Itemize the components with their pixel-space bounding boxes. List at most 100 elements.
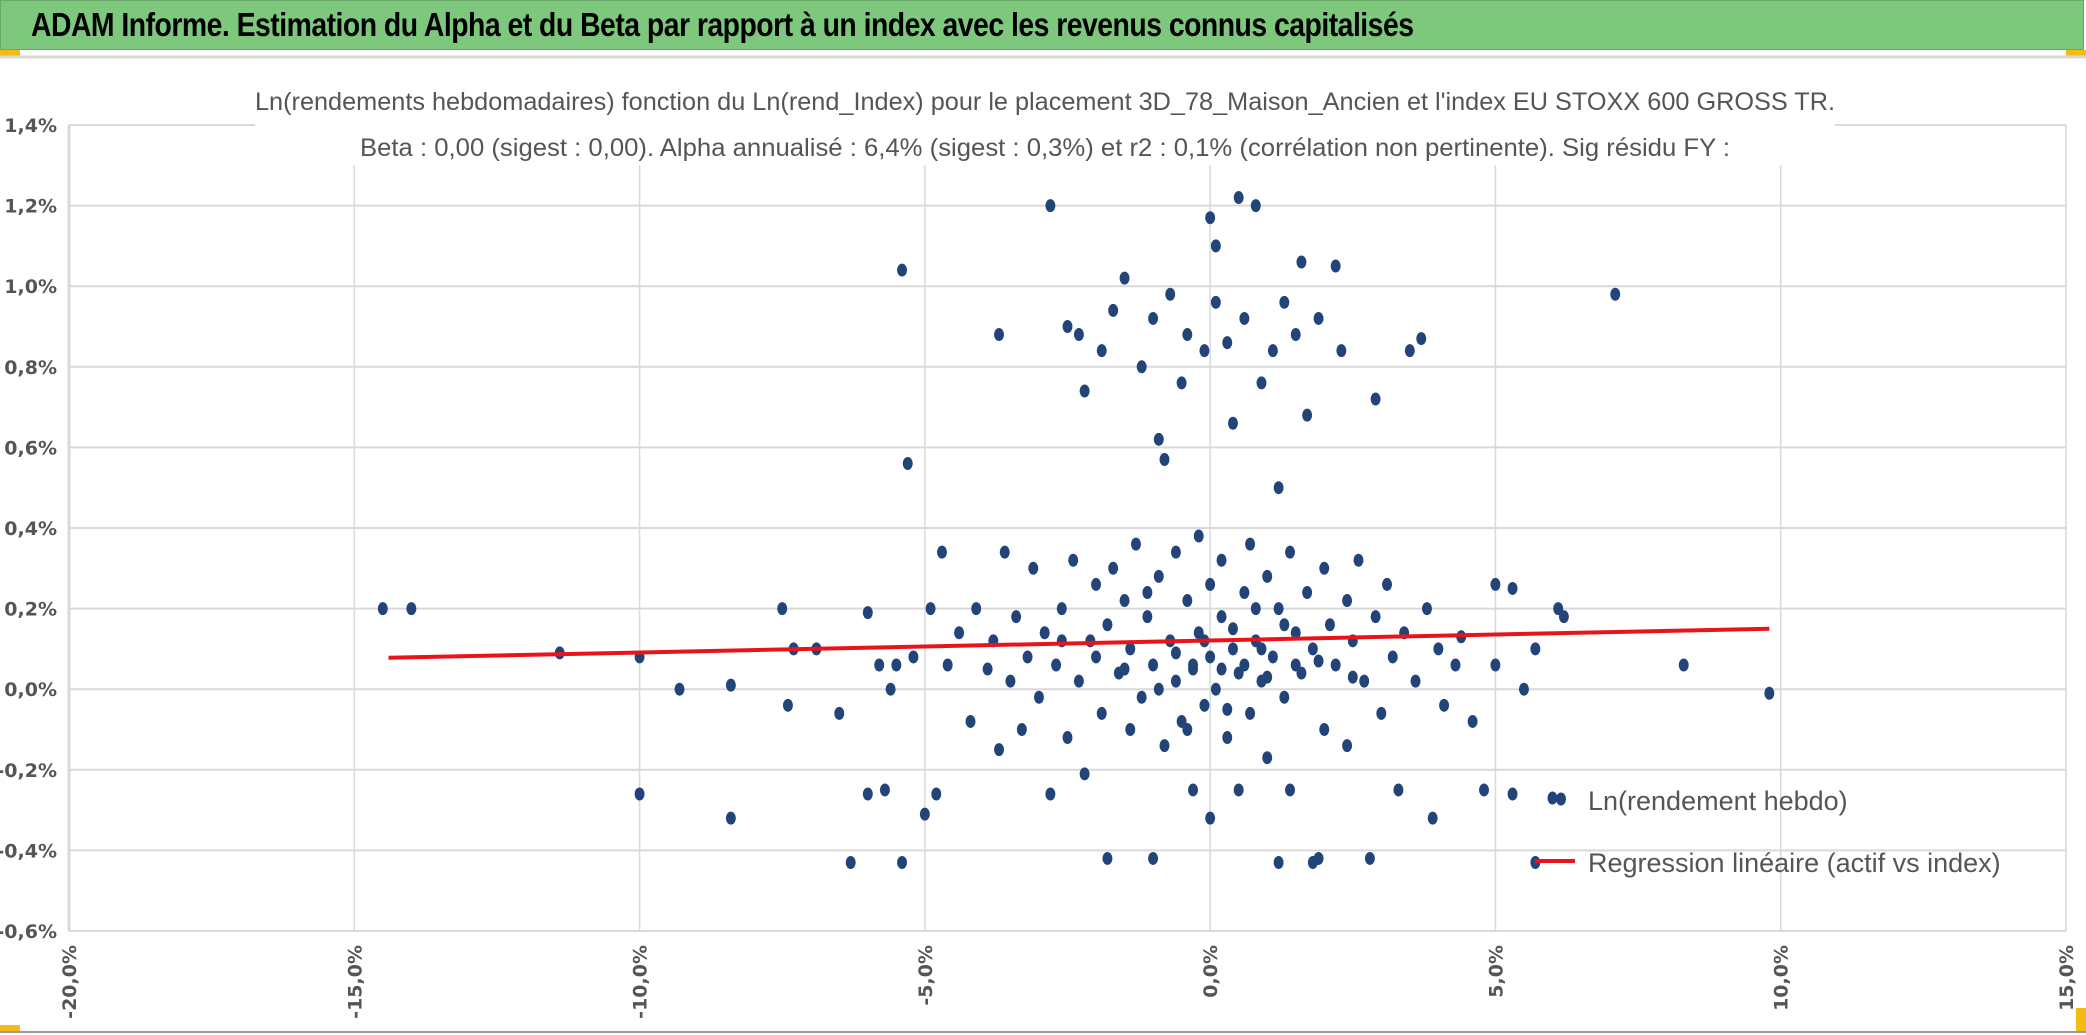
data-point [1319, 561, 1330, 575]
data-point [1416, 332, 1427, 346]
data-point [1045, 199, 1056, 213]
data-point [1330, 259, 1341, 273]
data-point [1148, 851, 1159, 865]
legend-marker-scatter [1556, 792, 1566, 806]
data-point [1188, 662, 1199, 676]
data-point [994, 328, 1005, 342]
data-point [1091, 577, 1102, 591]
data-point [1324, 618, 1335, 632]
chart-title: Ln(rendements hebdomadaires) fonction du… [255, 88, 1835, 116]
data-point [1410, 674, 1421, 688]
y-tick-label: 0,0% [4, 679, 57, 701]
data-point [1342, 594, 1353, 608]
data-point [1216, 662, 1227, 676]
legend-label-scatter: Ln(rendement hebdo) [1588, 786, 1848, 816]
data-point [1256, 376, 1267, 390]
data-point [1210, 295, 1221, 309]
data-point [1210, 239, 1221, 253]
data-point [1330, 658, 1341, 672]
data-point [1336, 344, 1347, 358]
data-point [1216, 610, 1227, 624]
data-point [1188, 783, 1199, 797]
data-point [1125, 642, 1136, 656]
data-point [1119, 594, 1130, 608]
data-point [1279, 690, 1290, 704]
data-point [1450, 658, 1461, 672]
data-point [1610, 287, 1621, 301]
corner-marker [2076, 1008, 2086, 1033]
data-point [1518, 682, 1529, 696]
data-point [1085, 634, 1096, 648]
data-point [1273, 855, 1284, 869]
data-point [377, 602, 388, 616]
data-point [1073, 328, 1084, 342]
x-tick-label: -20,0% [59, 945, 81, 1019]
data-point [931, 787, 942, 801]
data-point [1170, 646, 1181, 660]
data-point [1159, 739, 1170, 753]
x-tick-label: -15,0% [344, 945, 366, 1019]
data-point [1142, 610, 1153, 624]
data-point [1205, 577, 1216, 591]
data-point [1342, 739, 1353, 753]
data-point [1079, 767, 1090, 781]
data-point [1359, 674, 1370, 688]
data-point [936, 545, 947, 559]
data-point [1062, 731, 1073, 745]
data-point [1222, 336, 1233, 350]
data-point [1102, 851, 1113, 865]
data-point [1319, 723, 1330, 736]
data-point [999, 545, 1010, 559]
data-point [1678, 658, 1689, 672]
y-tick-label: 0,4% [4, 518, 57, 540]
y-tick-label: -0,2% [0, 760, 57, 782]
data-point [1182, 328, 1193, 342]
data-point [885, 682, 896, 696]
data-point [1199, 698, 1210, 712]
data-point [1364, 851, 1375, 865]
data-point [1250, 602, 1261, 616]
report-title: ADAM Informe. Estimation du Alpha et du … [31, 6, 1414, 43]
data-point [1068, 553, 1079, 567]
y-tick-label: -0,4% [0, 840, 57, 862]
data-point [1130, 537, 1141, 551]
data-point [1108, 303, 1119, 317]
data-point [1205, 811, 1216, 825]
data-point [1267, 344, 1278, 358]
data-point [1547, 791, 1558, 805]
data-point [971, 602, 982, 616]
data-point [1153, 682, 1164, 696]
data-point [1353, 553, 1364, 567]
x-tick-label: -5,0% [915, 945, 937, 1006]
data-point [1313, 654, 1324, 668]
data-point [1153, 432, 1164, 446]
data-point [1427, 811, 1438, 825]
data-point [1176, 376, 1187, 390]
data-point [1370, 392, 1381, 406]
data-point [1199, 344, 1210, 358]
data-point [1051, 658, 1062, 672]
data-point [1296, 255, 1307, 269]
x-tick-label: 15,0% [2056, 945, 2078, 1011]
data-point [1239, 311, 1250, 325]
data-point [1159, 452, 1170, 466]
data-point [845, 855, 856, 869]
data-point [1233, 783, 1244, 797]
data-point [1387, 650, 1398, 664]
x-tick-label: -10,0% [630, 945, 652, 1019]
y-tick-label: 0,8% [4, 357, 57, 379]
data-point [1393, 783, 1404, 797]
data-point [1056, 602, 1067, 616]
data-point [1028, 561, 1039, 575]
data-point [1148, 311, 1159, 325]
data-point [1233, 191, 1244, 205]
data-point [1148, 658, 1159, 672]
data-point [1467, 714, 1478, 728]
data-point [1022, 650, 1033, 664]
data-point [1142, 585, 1153, 599]
data-point [1433, 642, 1444, 656]
data-point [782, 698, 793, 712]
y-tick-label: 0,6% [4, 437, 57, 459]
data-point [1262, 569, 1273, 583]
